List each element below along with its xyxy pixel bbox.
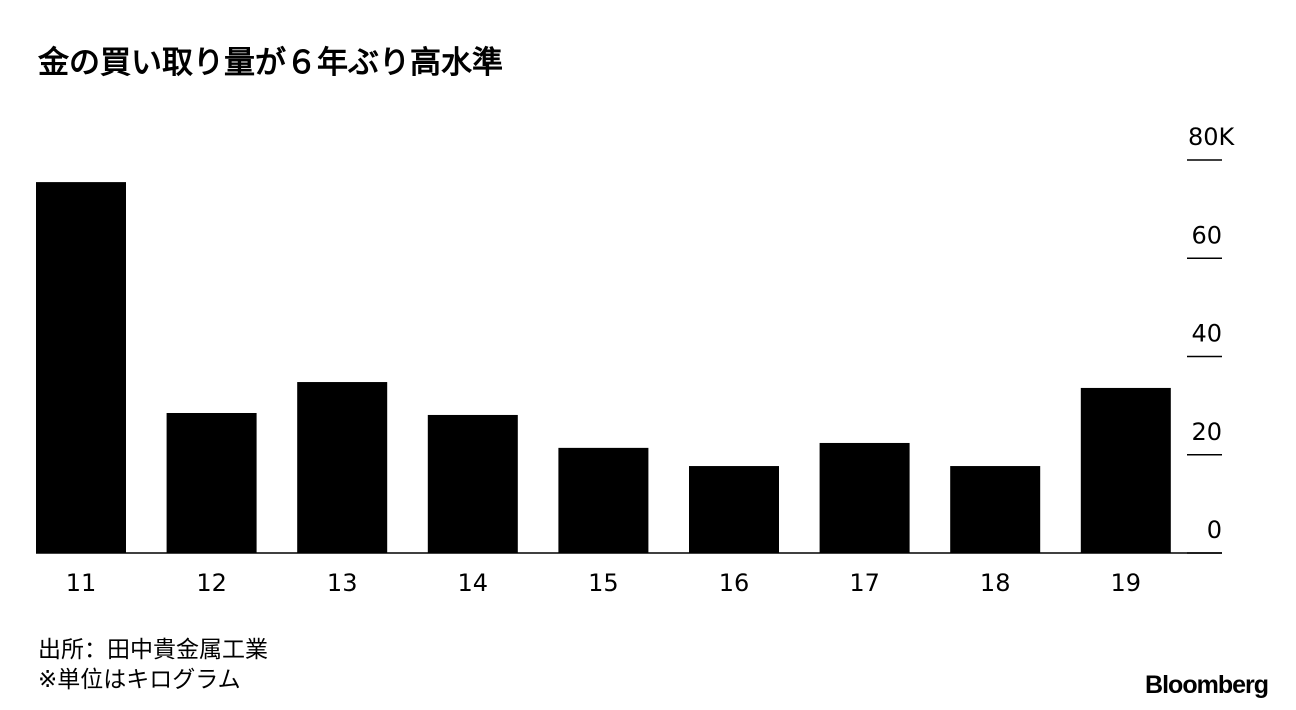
x-tick-label: 17 <box>849 569 880 597</box>
y-tick-label: 60 <box>1191 221 1222 249</box>
bar <box>36 182 126 553</box>
y-tick-label: 20 <box>1191 418 1222 446</box>
bar <box>558 447 649 553</box>
bar <box>819 442 910 553</box>
x-tick-label: 18 <box>980 569 1011 597</box>
bar <box>689 466 779 553</box>
x-tick-label: 19 <box>1111 569 1142 597</box>
bar <box>427 414 518 553</box>
y-tick-label: 80K <box>1188 123 1236 151</box>
x-tick-label: 12 <box>196 569 227 597</box>
x-tick-label: 13 <box>327 569 358 597</box>
x-tick-label: 11 <box>66 569 97 597</box>
x-tick-label: 14 <box>458 569 489 597</box>
y-tick-label: 0 <box>1207 516 1222 544</box>
unit-note: ※単位はキログラム <box>38 667 241 693</box>
bar <box>950 466 1041 553</box>
x-tick-label: 15 <box>588 569 619 597</box>
y-tick-label: 40 <box>1191 320 1222 348</box>
brand-logo: Bloomberg <box>1145 671 1268 699</box>
chart-title: 金の買い取り量が６年ぶり高水準 <box>37 45 503 81</box>
bar <box>297 382 388 553</box>
source-note: 出所：田中貴金属工業 <box>38 637 268 663</box>
bar <box>1080 387 1171 553</box>
bar <box>166 412 257 553</box>
x-tick-label: 16 <box>719 569 750 597</box>
